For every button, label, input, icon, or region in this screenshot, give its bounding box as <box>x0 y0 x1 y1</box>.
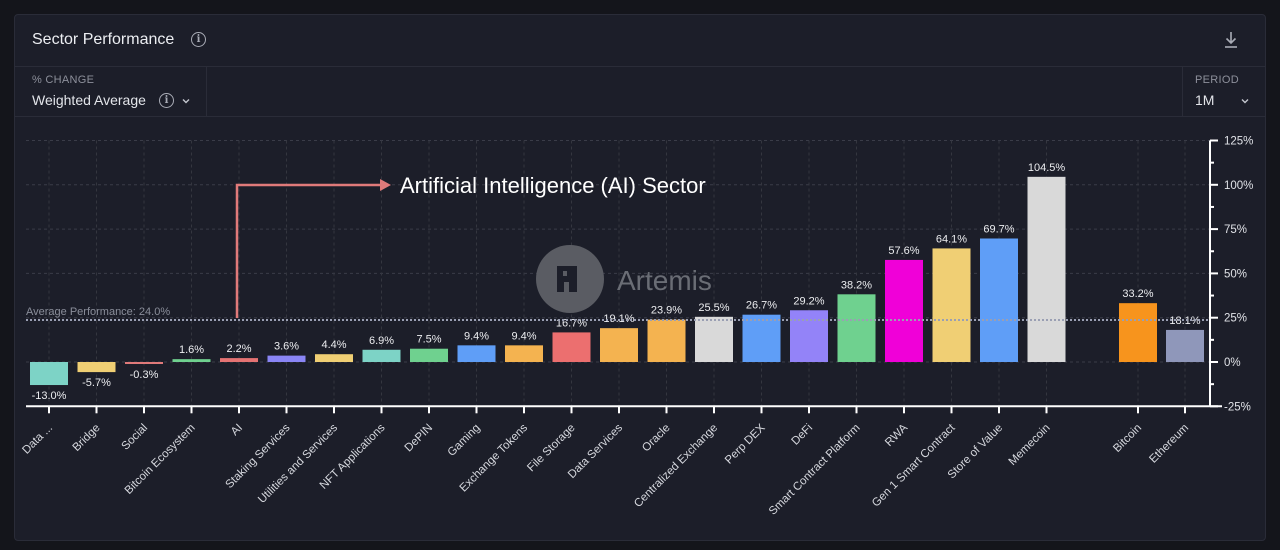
x-tick-label: Centralized Exchange <box>632 422 720 510</box>
bar-ethereum <box>1166 329 1204 362</box>
download-icon[interactable] <box>1223 31 1239 49</box>
annotation-text: Artificial Intelligence (AI) Sector <box>400 173 706 198</box>
data-label: -13.0% <box>32 390 67 402</box>
y-tick-label: 25% <box>1224 313 1247 325</box>
bar-utilities-and-services <box>315 354 353 362</box>
data-label: 18.1% <box>1169 315 1200 327</box>
bar-centralized-exchange <box>695 316 733 362</box>
data-label: 104.5% <box>1028 162 1066 174</box>
arrowhead-icon <box>380 179 391 191</box>
data-label: 9.4% <box>511 330 536 342</box>
info-icon[interactable]: i <box>159 93 174 108</box>
y-tick-label: -25% <box>1224 401 1251 413</box>
x-tick-label: Data ... <box>20 422 55 457</box>
chevron-down-icon[interactable] <box>1241 97 1249 105</box>
bar-gaming <box>457 345 496 362</box>
watermark-text: Artemis <box>617 265 712 296</box>
bar-gen-1-smart-contract <box>932 248 971 362</box>
bar-oracle <box>647 319 686 362</box>
data-label: 29.2% <box>793 295 824 307</box>
x-tick-label: Bitcoin <box>1111 422 1144 455</box>
x-tick-label: Perp DEX <box>723 422 768 467</box>
data-label: 7.5% <box>416 334 441 346</box>
data-label: 4.4% <box>321 339 346 351</box>
data-label: 1.6% <box>179 344 204 356</box>
annotation: Artificial Intelligence (AI) Sector <box>235 173 706 318</box>
x-tick-label: Oracle <box>640 422 672 454</box>
card-header: Sector Performance i <box>15 15 1265 67</box>
data-label: 25.5% <box>698 302 729 314</box>
bar-bitcoin-ecosystem <box>172 359 211 362</box>
controls-bar: % CHANGE Weighted Average i PERIOD 1M <box>15 66 1265 117</box>
y-tick-label: 100% <box>1224 180 1253 192</box>
bar-ai <box>220 358 258 362</box>
x-tick-label: DePIN <box>403 422 435 454</box>
bar-bitcoin <box>1119 303 1157 362</box>
x-tick-label: Smart Contract Platform <box>767 422 863 518</box>
x-tick-label: Gen 1 Smart Contract <box>870 421 958 509</box>
data-label: -5.7% <box>82 377 111 389</box>
data-label: 9.4% <box>464 330 489 342</box>
data-label: 26.7% <box>746 300 777 312</box>
artemis-logo-glyph <box>557 266 577 292</box>
period-label: PERIOD <box>1195 74 1239 86</box>
metric-value[interactable]: Weighted Average <box>32 92 146 108</box>
bar-depin <box>410 348 448 362</box>
x-tick-label: Utilities and Services <box>256 422 340 506</box>
bar-defi <box>790 310 828 362</box>
x-tick-label: Social <box>119 422 150 453</box>
bar-smart-contract-platform <box>837 294 876 362</box>
bar-data-services <box>600 328 638 362</box>
x-tick-label: File Storage <box>525 422 577 474</box>
axes: -25% 0% 25% 50% 75% 100% 125% <box>26 136 1253 414</box>
bar-file-storage <box>552 332 591 362</box>
data-label: 69.7% <box>983 223 1014 235</box>
bar-rwa <box>885 259 923 362</box>
y-tick-label: 125% <box>1224 136 1253 148</box>
bar-bridge <box>77 362 116 373</box>
period-value[interactable]: 1M <box>1195 92 1215 108</box>
y-tick-label: 0% <box>1224 357 1241 369</box>
data-label: 23.9% <box>651 305 682 317</box>
period-selector[interactable]: PERIOD 1M <box>1182 66 1265 116</box>
bar-nft-applications <box>362 349 401 362</box>
x-tick-label: Gaming <box>446 422 483 459</box>
data-label: 64.1% <box>936 233 967 245</box>
x-tick-label: Ethereum <box>1147 422 1191 466</box>
metric-selector[interactable]: % CHANGE Weighted Average i <box>15 66 207 116</box>
data-label: 33.2% <box>1122 288 1153 300</box>
x-tick-label: RWA <box>883 422 910 449</box>
page-title: Sector Performance <box>32 31 175 48</box>
data-label: 6.9% <box>369 335 394 347</box>
x-tick-label: DeFi <box>789 422 815 448</box>
average-performance-label: Average Performance: 24.0% <box>26 306 170 318</box>
average-line: Average Performance: 24.0% <box>26 306 1210 321</box>
artemis-watermark: Artemis <box>536 245 712 313</box>
bar-perp-dex <box>742 314 781 362</box>
y-tick-label: 75% <box>1224 224 1247 236</box>
x-tick-label: Memecoin <box>1007 422 1053 468</box>
data-label: 3.6% <box>274 341 299 353</box>
data-label: 57.6% <box>888 245 919 257</box>
metric-label: % CHANGE <box>32 74 95 86</box>
bar-staking-services <box>267 355 306 362</box>
info-icon[interactable]: i <box>191 32 206 47</box>
bar-store-of-value <box>980 238 1018 362</box>
bars: -13.0% Data ... -5.7% Bridge -0.3% Social 1.6%… <box>20 162 1204 518</box>
data-label: 2.2% <box>226 343 251 355</box>
x-tick-label: Bridge <box>71 422 103 454</box>
y-tick-label: 50% <box>1224 268 1247 280</box>
data-label: -0.3% <box>130 369 159 381</box>
data-label: 38.2% <box>841 279 872 291</box>
bar-social <box>125 362 163 364</box>
bar-memecoin <box>1027 176 1066 362</box>
chevron-down-icon[interactable] <box>182 97 190 105</box>
bar-data- <box>30 362 68 386</box>
bar-exchange-tokens <box>505 345 543 362</box>
annotation-arrow <box>235 183 382 318</box>
x-tick-label: AI <box>229 422 245 438</box>
